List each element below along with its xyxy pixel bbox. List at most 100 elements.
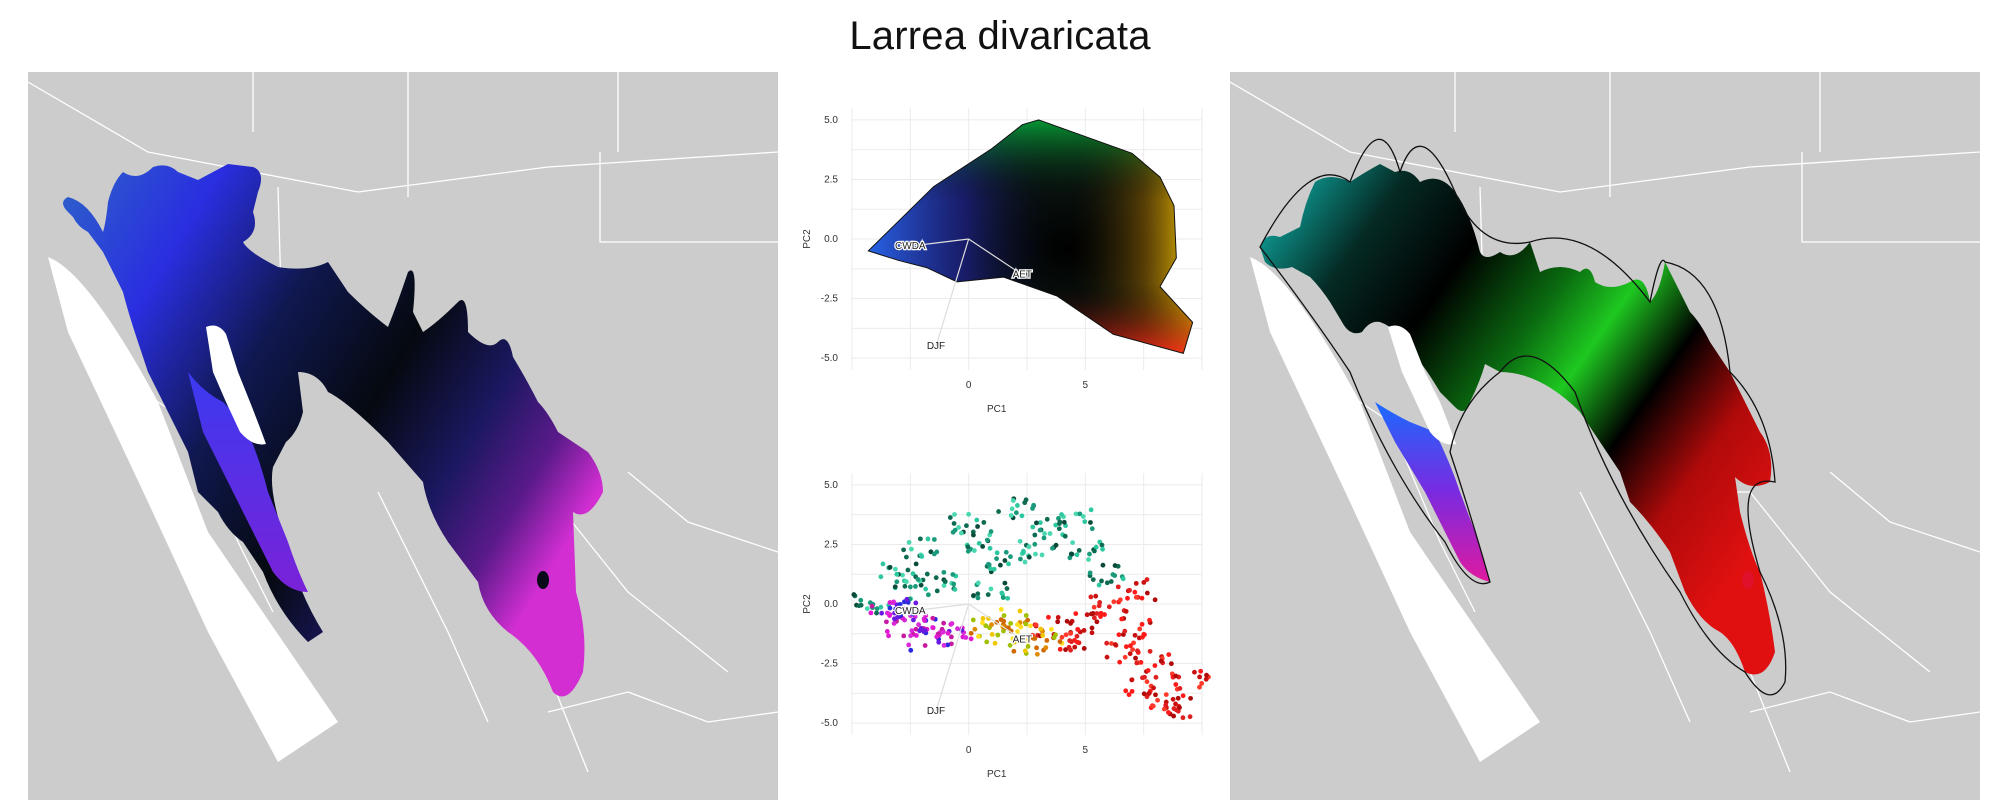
pca-top-svg: CWDA AET DJF 5.0 2.5 0.0 -2.5 -5.0 0 5 PC1 PC2 xyxy=(802,108,1203,415)
pca-bottom-point xyxy=(1019,513,1025,519)
pca-bottom-point xyxy=(1034,645,1039,651)
pca-bottom-point xyxy=(1187,714,1193,720)
pca-bottom-point xyxy=(903,554,909,560)
pca-bottom-point xyxy=(1015,629,1020,634)
pca-bottom-point xyxy=(897,601,903,607)
pca-bottom-point xyxy=(1037,520,1043,526)
pca-bottom-point xyxy=(1009,506,1015,512)
map-left-svg xyxy=(28,72,778,800)
pca-top-xtick-label: 5 xyxy=(1083,380,1089,391)
pca-bottom-point xyxy=(1000,595,1006,600)
pca-bottom-point xyxy=(1123,688,1129,694)
pca-bottom-point xyxy=(908,633,914,639)
pca-bottom-point xyxy=(1026,554,1032,560)
pca-bottom-point xyxy=(1098,614,1103,620)
pca-bottom-point xyxy=(1069,551,1075,557)
pca-bottom-ytick-label: 2.5 xyxy=(824,539,838,550)
pca-bottom-point xyxy=(1099,578,1104,584)
pca-bottom-point xyxy=(1163,692,1169,697)
pca-bottom-point xyxy=(1046,614,1051,620)
pca-bottom-point xyxy=(1014,503,1020,508)
pca-top-xtick-label: 0 xyxy=(966,380,972,391)
pca-bottom-point xyxy=(1032,532,1038,538)
pca-bottom-ylabel: PC2 xyxy=(802,594,813,614)
pca-bottom-point xyxy=(1025,644,1031,649)
pca-bottom-point xyxy=(1094,619,1100,625)
pca-bottom-point xyxy=(1096,603,1102,609)
pca-bottom-point xyxy=(966,511,972,517)
pca-bottom-point xyxy=(1147,648,1153,654)
pca-top-loadings: CWDA AET DJF xyxy=(894,238,1033,352)
pca-bottom-point xyxy=(874,606,880,612)
pca-bottom-point xyxy=(1145,668,1151,673)
pca-bottom-point xyxy=(941,583,947,588)
pca-bottom-point xyxy=(985,592,991,598)
pca-bottom-point xyxy=(1123,608,1129,614)
pca-bottom-point xyxy=(1073,511,1079,517)
pca-bottom-point xyxy=(975,580,981,586)
pca-bottom-point xyxy=(892,610,897,616)
pca-bottom-point xyxy=(992,640,998,646)
pca-bottom-point xyxy=(1096,582,1102,588)
pca-bottom-point xyxy=(902,583,908,589)
pca-bottom-point xyxy=(910,611,915,617)
pca-bottom-point xyxy=(1042,531,1047,536)
pca-bottom-point xyxy=(951,581,957,587)
pca-bottom-point xyxy=(1132,589,1138,595)
pca-bottom-point xyxy=(948,634,954,640)
pca-bottom-point xyxy=(1141,579,1147,585)
range-hull-outline-right xyxy=(1259,138,1787,696)
pca-bottom-point xyxy=(1033,622,1039,628)
pca-bottom-point xyxy=(1112,642,1118,647)
pca-plot-top: CWDA AET DJF 5.0 2.5 0.0 -2.5 -5.0 0 5 PC1 PC2 xyxy=(792,100,1222,430)
pca-bottom-point xyxy=(1057,639,1063,644)
pca-top-loading-arrow xyxy=(910,238,969,247)
pca-bottom-point xyxy=(1127,587,1132,593)
pca-bottom-point xyxy=(1141,691,1147,697)
pca-bottom-point xyxy=(984,639,990,645)
pca-bottom-loading-arrow xyxy=(968,603,1023,641)
pca-bottom-point xyxy=(1090,577,1096,582)
pca-bottom-loadings: CWDA AET DJF xyxy=(894,603,1033,717)
pca-bottom-point xyxy=(1082,519,1088,525)
pca-bottom-ytick-label: -2.5 xyxy=(821,659,839,670)
pca-bottom-point xyxy=(1123,644,1129,650)
pca-bottom-point xyxy=(930,615,936,621)
pca-bottom-point xyxy=(1132,632,1138,638)
pca-bottom-point xyxy=(1112,563,1118,568)
pca-bottom-point xyxy=(988,529,994,534)
pca-bottom-point xyxy=(1068,630,1074,636)
pca-bottom-point xyxy=(858,597,864,603)
pca-bottom-point xyxy=(1088,507,1094,513)
pca-bottom-point xyxy=(1030,524,1036,530)
pca-bottom-point xyxy=(904,596,910,602)
pca-top-loading-label-djf: DJF xyxy=(927,341,945,352)
pca-top-loading-arrow xyxy=(968,238,1023,276)
pca-bottom-point xyxy=(886,633,891,639)
pca-bottom-point xyxy=(949,641,954,647)
pca-top-xlabel: PC1 xyxy=(987,404,1007,415)
pca-bottom-point xyxy=(922,628,928,633)
range-patch-small xyxy=(537,571,549,589)
pca-bottom-point xyxy=(1204,672,1209,678)
pca-bottom-point xyxy=(1104,640,1110,646)
pca-bottom-point xyxy=(934,588,940,594)
pca-bottom-point xyxy=(913,561,919,567)
pca-bottom-point xyxy=(1158,658,1164,664)
pca-bottom-point xyxy=(1102,612,1107,617)
pca-bottom-point xyxy=(1139,621,1145,627)
pca-bottom-point xyxy=(989,622,994,628)
pca-bottom-point xyxy=(994,550,1000,556)
pca-bottom-point xyxy=(1188,695,1193,701)
pca-bottom-point xyxy=(894,571,900,577)
pca-bottom-point xyxy=(925,592,931,598)
pca-bottom-point xyxy=(956,524,961,530)
pca-bottom-point xyxy=(1128,643,1133,649)
pca-bottom-point xyxy=(1073,611,1079,616)
pca-bottom-point xyxy=(887,605,893,611)
pca-bottom-point xyxy=(892,566,898,572)
pca-bottom-point xyxy=(1166,652,1172,657)
pca-bottom-point xyxy=(1020,548,1026,554)
pca-bottom-point xyxy=(1115,584,1121,590)
pca-bottom-point xyxy=(1048,626,1054,632)
